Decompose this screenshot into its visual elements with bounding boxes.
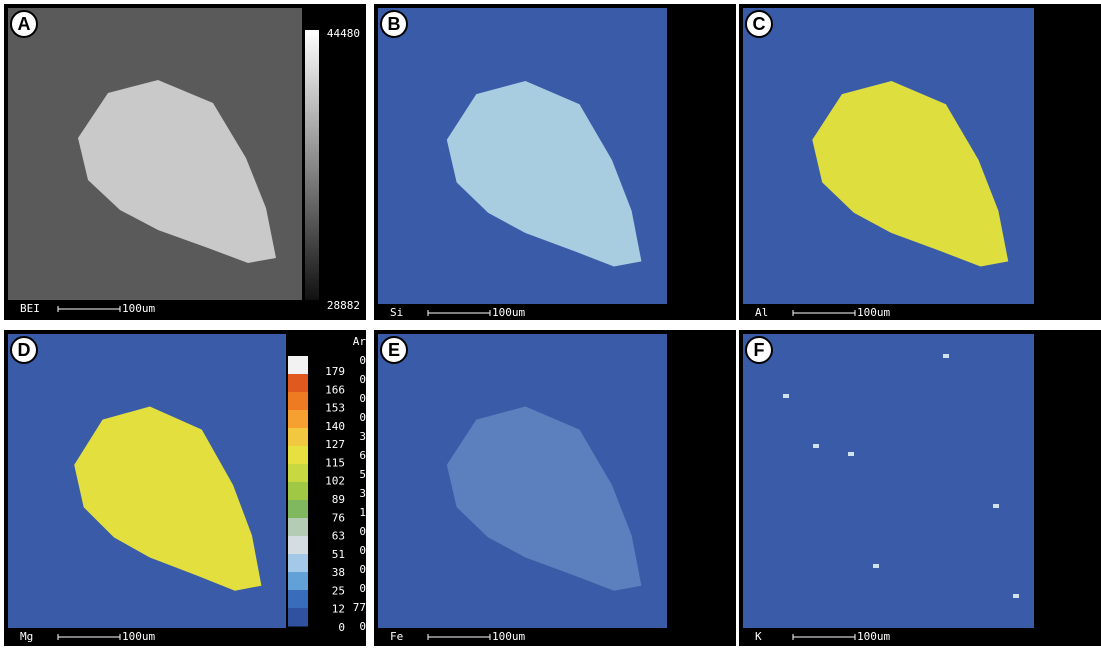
panel: 179166153140127115102897663513825120Ar00… (4, 330, 366, 646)
scale-label: 100um (857, 306, 890, 319)
page: {"panels": [ {"letter": "A", "element": … (0, 0, 1101, 650)
colorbar-label: 166 (325, 383, 345, 396)
colorbar-label: 140 (325, 420, 345, 433)
panel-letter: B (388, 14, 401, 34)
panel: 44480 28882 BEI 100um A (4, 4, 366, 320)
colorbar-segment (288, 446, 308, 465)
colorbar-label: 102 (325, 475, 345, 488)
clipped-label: 6 (359, 449, 366, 462)
clipped-label: 0 (359, 563, 366, 576)
clipped-label: 77 (353, 601, 366, 614)
element-label: Fe (390, 630, 403, 643)
speck (783, 394, 789, 398)
colorbar-segment (288, 374, 308, 393)
speck (813, 444, 819, 448)
colorbar-label: 38 (332, 566, 345, 579)
clipped-label: 0 (359, 411, 366, 424)
colorbar-segment (288, 410, 308, 429)
colorbar-segment (288, 392, 308, 411)
element-label: Al (755, 306, 768, 319)
clipped-label: 0 (359, 354, 366, 367)
colorbar-label: 51 (332, 548, 345, 561)
element-label: Mg (20, 630, 33, 643)
panel-letter: A (18, 14, 31, 34)
colorbar-label: 76 (332, 511, 345, 524)
element-label: Si (390, 306, 403, 319)
scale-label: 100um (122, 302, 155, 315)
colorbar-label: 153 (325, 402, 345, 415)
panel-letter: F (754, 340, 765, 360)
panel-letter: D (18, 340, 31, 360)
colorbar-segment (288, 482, 308, 501)
scale-label: 100um (492, 630, 525, 643)
panel-letter: C (753, 14, 766, 34)
colorbar-label: 89 (332, 493, 345, 506)
colorbar-segment (288, 356, 308, 375)
clipped-label: 0 (359, 373, 366, 386)
panel: 115106989082736557494132241680Al100umC (739, 4, 1101, 320)
figure: 4448028882BEI100umA125116107988980716253… (0, 0, 1101, 646)
scale-label: 100um (122, 630, 155, 643)
colorbar-label: 44480 (327, 27, 360, 40)
clipped-label: 0 (359, 544, 366, 557)
speck (993, 504, 999, 508)
clipped-label: 0 (359, 525, 366, 538)
clipped-label: 0 (359, 392, 366, 405)
panel-letter: E (388, 340, 400, 360)
clipped-label: 3 (359, 487, 366, 500)
colorbar-segment (288, 608, 308, 627)
element-label: BEI (20, 302, 40, 315)
speck (943, 354, 949, 358)
panel: 284263243223202182162142121101816040200K… (739, 330, 1101, 646)
speck (848, 452, 854, 456)
scale-label: 100um (492, 306, 525, 319)
map-image (743, 334, 1034, 628)
clipped-label: Ar (353, 335, 367, 348)
clipped-label: 3 (359, 430, 366, 443)
colorbar-label: 12 (332, 603, 345, 616)
colorbar-segment (288, 500, 308, 519)
colorbar (305, 30, 319, 300)
colorbar-label: 25 (332, 584, 345, 597)
colorbar-segment (288, 428, 308, 447)
scale-label: 100um (857, 630, 890, 643)
element-label: K (755, 630, 762, 643)
clipped-label: 0 (359, 620, 366, 633)
colorbar-segment (288, 464, 308, 483)
colorbar-segment (288, 590, 308, 609)
colorbar-label: 127 (325, 438, 345, 451)
clipped-label: 5 (359, 468, 366, 481)
colorbar-label: 0 (338, 621, 345, 634)
colorbar-segment (288, 518, 308, 537)
clipped-label: 1 (359, 506, 366, 519)
colorbar-label: 63 (332, 530, 345, 543)
colorbar-segment (288, 572, 308, 591)
colorbar-segment (288, 536, 308, 555)
speck (873, 564, 879, 568)
colorbar-segment (288, 554, 308, 573)
clipped-label: 0 (359, 582, 366, 595)
speck (1013, 594, 1019, 598)
colorbar-label: 28882 (327, 299, 360, 312)
colorbar-label: 179 (325, 365, 345, 378)
colorbar-label: 115 (325, 456, 345, 469)
